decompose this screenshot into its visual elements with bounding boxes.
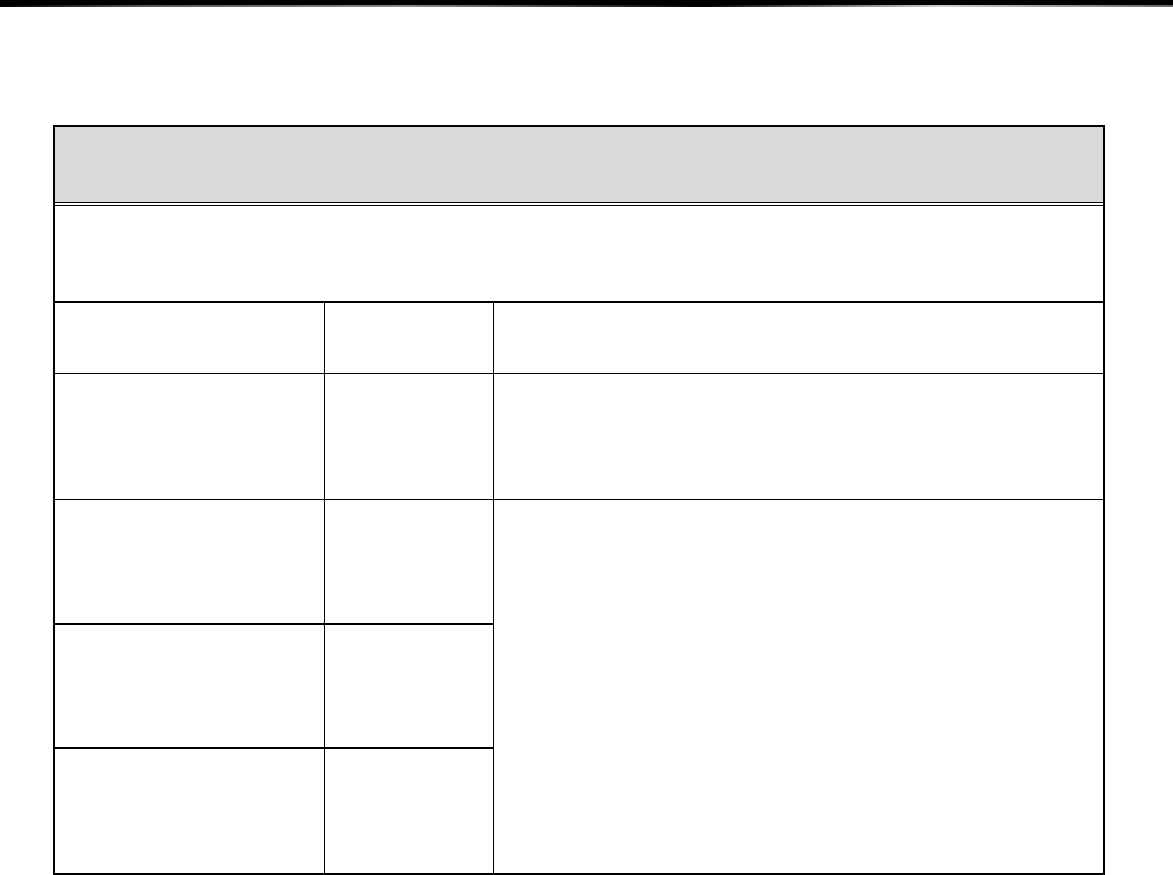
column-divider xyxy=(324,303,325,873)
table-cell xyxy=(494,303,1103,373)
table-cell xyxy=(325,303,493,373)
header-divider xyxy=(55,202,1103,203)
row-divider xyxy=(55,499,1103,500)
row-divider-partial xyxy=(55,623,494,625)
table-cell xyxy=(55,303,324,373)
table-header-cell xyxy=(55,127,1103,202)
table-cell-merged xyxy=(494,500,1103,873)
header-divider-second xyxy=(55,205,1103,206)
row-divider xyxy=(55,373,1103,374)
table-cell-description xyxy=(55,206,1103,301)
column-divider xyxy=(493,303,494,873)
row-divider xyxy=(55,301,1103,303)
top-rule xyxy=(0,0,1173,6)
top-rule-shadow xyxy=(0,5,1173,7)
form-table xyxy=(53,125,1105,875)
row-divider-partial xyxy=(55,747,494,749)
